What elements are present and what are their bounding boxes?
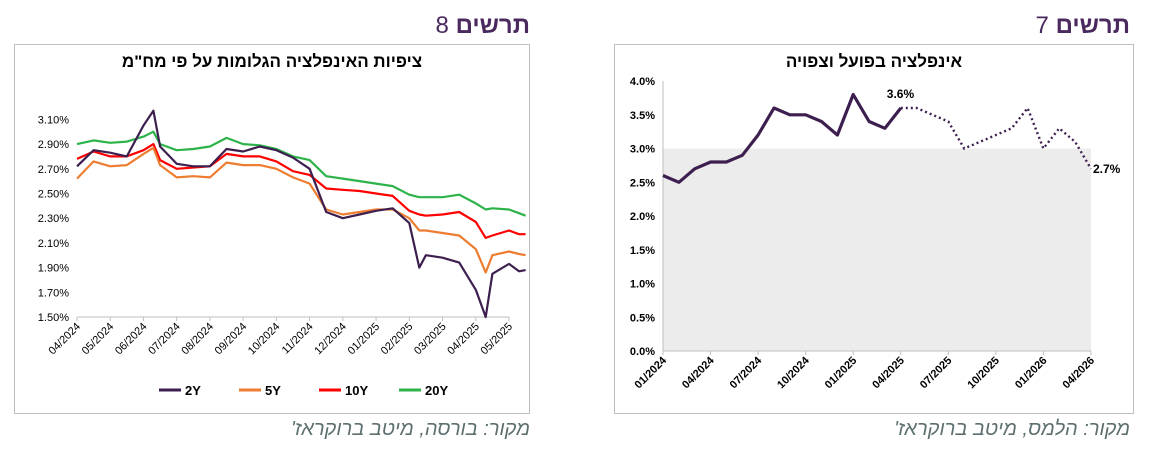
series-line-5y: [76, 146, 526, 274]
x-tick-label: 06/2024: [113, 321, 150, 358]
inflation-target-band: [663, 148, 1091, 351]
legend-label-5y: 5Y: [265, 383, 281, 398]
x-tick-label: 07/2024: [728, 354, 765, 391]
x-tick-label: 04/2026: [1061, 355, 1098, 392]
x-tick-label: 10/2024: [246, 321, 283, 358]
figure-8-heading-number: 8: [435, 12, 449, 39]
legend-label-20y: 20Y: [425, 383, 448, 398]
x-tick-label: 08/2024: [179, 321, 216, 358]
x-tick-label: 03/2025: [412, 321, 449, 358]
inflation-chart-title: אינפלציה בפועל וצפויה: [786, 52, 963, 71]
series-line-10y: [76, 143, 526, 239]
x-tick-label: 02/2025: [379, 321, 416, 358]
y-tick-label: 0.0%: [630, 346, 655, 358]
x-tick-label: 01/2026: [1013, 355, 1050, 392]
x-tick-label: 01/2025: [346, 321, 383, 358]
y-tick-label: 4.0%: [630, 76, 655, 88]
figure-7-heading: תרשים 7: [1036, 12, 1130, 40]
x-tick-label: 04/2024: [680, 354, 717, 391]
data-label-end: 2.7%: [1093, 162, 1121, 176]
y-tick-label: 1.5%: [630, 245, 655, 257]
y-tick-label: 1.50%: [38, 312, 69, 324]
data-label-peak: 3.6%: [887, 87, 915, 101]
x-tick-label: 09/2024: [213, 321, 250, 358]
breakeven-chart-title: ציפיות האינפלציה הגלומות על פי מח"מ: [122, 52, 422, 71]
series-line-20y: [76, 130, 526, 217]
y-tick-label: 1.90%: [38, 263, 69, 275]
legend-label-2y: 2Y: [185, 383, 201, 398]
y-tick-label: 2.50%: [38, 188, 69, 200]
x-tick-label: 10/2024: [775, 354, 812, 391]
y-tick-label: 3.0%: [630, 144, 655, 156]
forecast-inflation-line: [900, 105, 1093, 170]
inflation-chart-panel: אינפלציה בפועל וצפויה 4.0% 3.5% 3.0% 2.5% 2.…: [614, 44, 1134, 414]
y-tick-label: 1.0%: [630, 279, 655, 291]
y-tick-label: 2.5%: [630, 177, 655, 189]
figure-7-heading-word: תרשים: [1055, 12, 1130, 39]
actual-inflation-line: [662, 92, 903, 184]
figure-8-heading: תרשים 8: [436, 12, 530, 40]
x-tick-label: 04/2025: [870, 355, 907, 392]
breakeven-chart-panel: ציפיות האינפלציה הגלומות על פי מח"מ 3.10…: [14, 44, 530, 414]
x-tick-label: 07/2025: [918, 355, 955, 392]
figure-8-source: מקור: בורסה, מיטב ברוקראז': [291, 418, 530, 440]
figure-7-heading-number: 7: [1035, 12, 1049, 39]
y-tick-label: 3.10%: [38, 114, 69, 126]
x-tick-label: 04/2025: [445, 321, 482, 358]
legend-label-10y: 10Y: [345, 383, 368, 398]
x-tick-label: 04/2024: [47, 321, 84, 358]
x-tick-label: 05/2024: [80, 321, 117, 358]
y-tick-label: 1.70%: [38, 287, 69, 299]
breakeven-chart: ציפיות האינפלציה הגלומות על פי מח"מ 3.10…: [38, 52, 526, 398]
x-tick-label: 05/2025: [479, 321, 516, 358]
x-tick-label: 12/2024: [312, 321, 349, 358]
y-tick-label: 2.90%: [38, 139, 69, 151]
y-tick-label: 0.5%: [630, 312, 655, 324]
x-tick-label: 11/2024: [280, 321, 316, 357]
series-line-2y: [76, 109, 526, 319]
figure-8-heading-word: תרשים: [455, 12, 530, 39]
figure-7-source: מקור: הלמס, מיטב ברוקראז': [894, 418, 1130, 440]
y-tick-label: 2.10%: [38, 238, 69, 250]
inflation-chart: אינפלציה בפועל וצפויה 4.0% 3.5% 3.0% 2.5% 2.…: [630, 52, 1121, 392]
x-tick-label: 07/2024: [146, 321, 183, 358]
y-tick-label: 2.0%: [630, 211, 655, 223]
x-tick-label: 01/2024: [633, 354, 670, 391]
x-tick-label: 01/2025: [823, 355, 860, 392]
y-tick-label: 2.30%: [38, 213, 69, 225]
x-tick-label: 10/2025: [965, 355, 1002, 392]
y-tick-label: 2.70%: [38, 164, 69, 176]
y-tick-label: 3.5%: [630, 110, 655, 122]
